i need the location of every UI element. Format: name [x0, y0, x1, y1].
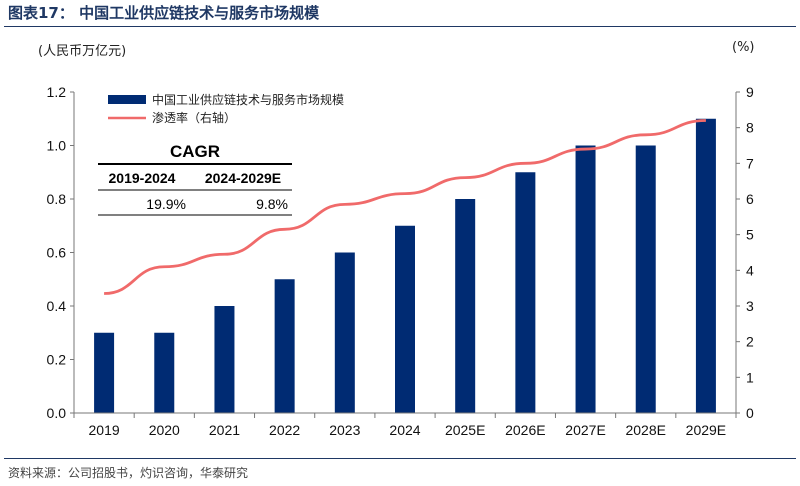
left-tick-label: 0.8 — [47, 191, 67, 207]
title-rule — [4, 26, 796, 27]
bar-2029E — [695, 118, 716, 413]
cagr-title: CAGR — [170, 142, 220, 161]
cagr-value-2: 9.8% — [256, 196, 288, 212]
right-tick-label: 1 — [746, 369, 754, 385]
x-tick-label: 2024 — [389, 422, 420, 438]
left-tick-label: 1.0 — [47, 138, 67, 154]
right-tick-label: 3 — [746, 298, 754, 314]
bar-2025E — [455, 199, 476, 413]
figure-title: 图表17： 中国工业供应链技术与服务市场规模 — [8, 4, 320, 22]
right-tick-label: 6 — [746, 191, 754, 207]
right-tick-label: 7 — [746, 155, 754, 171]
x-tick-label: 2028E — [625, 422, 665, 438]
source-note: 资料来源：公司招股书，灼识咨询，华泰研究 — [8, 466, 249, 480]
left-tick-label: 0.4 — [47, 298, 67, 314]
right-tick-label: 4 — [746, 262, 754, 278]
right-tick-label: 8 — [746, 120, 754, 136]
x-tick-label: 2019 — [89, 422, 120, 438]
right-tick-label: 2 — [746, 334, 754, 350]
right-tick-label: 9 — [746, 84, 754, 100]
left-tick-label: 0.0 — [47, 405, 67, 421]
left-tick-label: 0.6 — [47, 245, 67, 261]
cagr-value-1: 19.9% — [146, 196, 186, 212]
left-tick-label: 1.2 — [47, 84, 67, 100]
legend-bar-swatch — [108, 95, 146, 104]
bar-2024 — [395, 225, 415, 413]
right-axis-unit: (%) — [732, 40, 755, 55]
cagr-header-2: 2024-2029E — [205, 170, 281, 186]
bar-2027E — [575, 145, 596, 413]
x-tick-label: 2026E — [505, 422, 545, 438]
left-tick-label: 0.2 — [47, 352, 67, 368]
bar-2019 — [94, 332, 115, 413]
bar-2022 — [274, 279, 295, 413]
legend-bar-label: 中国工业供应链技术与服务市场规模 — [152, 92, 344, 107]
x-tick-label: 2021 — [209, 422, 240, 438]
bar-2026E — [515, 172, 536, 413]
footer-rule — [4, 458, 796, 459]
right-tick-label: 0 — [746, 405, 754, 421]
legend-line-label: 渗透率（右轴） — [152, 110, 236, 125]
bar-2028E — [635, 145, 656, 413]
x-tick-label: 2025E — [445, 422, 485, 438]
x-tick-label: 2027E — [565, 422, 605, 438]
bar-2021 — [214, 306, 235, 413]
left-axis-unit: (人民币万亿元) — [38, 44, 127, 59]
x-tick-label: 2029E — [686, 422, 726, 438]
penetration-line — [104, 119, 706, 295]
right-tick-label: 5 — [746, 227, 754, 243]
cagr-header-1: 2019-2024 — [109, 170, 176, 186]
x-tick-label: 2022 — [269, 422, 300, 438]
x-tick-label: 2023 — [329, 422, 360, 438]
bar-2023 — [334, 252, 355, 413]
bar-2020 — [154, 332, 175, 413]
x-tick-label: 2020 — [149, 422, 180, 438]
